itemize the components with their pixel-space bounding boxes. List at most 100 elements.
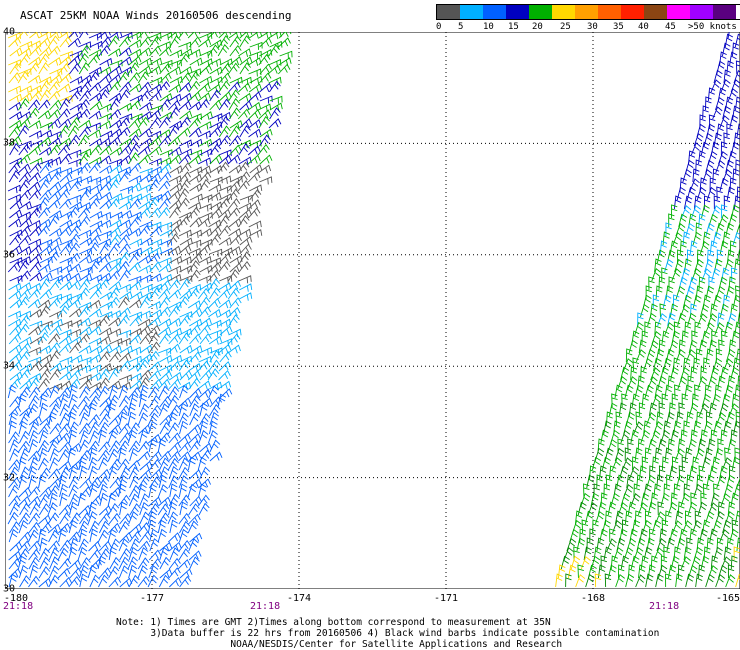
wind-barb: [59, 243, 72, 255]
wind-barb: [178, 229, 192, 238]
legend-label: 15: [508, 22, 519, 32]
wind-barb: [159, 98, 172, 111]
wind-barb: [89, 100, 103, 111]
wind-barb: [89, 288, 102, 300]
wind-barb: [37, 439, 49, 453]
wind-barb: [128, 564, 138, 579]
wind-barb: [68, 90, 81, 102]
wind-barb: [626, 411, 635, 426]
wind-barb: [716, 412, 727, 426]
wind-barb: [691, 204, 701, 219]
wind-barb: [604, 510, 613, 525]
wind-barb: [227, 154, 241, 165]
wind-barb: [209, 207, 223, 219]
wind-barb: [167, 394, 180, 408]
wind-barb: [701, 330, 711, 345]
wind-barb: [59, 153, 72, 165]
wind-barb: [729, 240, 737, 255]
wind-barb: [88, 353, 102, 363]
wind-barb: [257, 143, 270, 156]
wind-barb: [19, 503, 31, 516]
wind-barb: [713, 195, 721, 210]
wind-barb: [78, 395, 90, 408]
wind-barb: [58, 371, 72, 381]
wind-barb: [188, 206, 201, 219]
wind-barb: [723, 420, 732, 435]
wind-barb: [696, 186, 707, 201]
wind-barb: [659, 528, 667, 543]
wind-barb: [47, 502, 58, 516]
wind-barb: [714, 510, 725, 525]
wind-barb: [623, 358, 634, 372]
wind-barb: [683, 195, 693, 210]
wind-barb: [139, 511, 151, 525]
wind-barb: [8, 459, 21, 471]
wind-barb: [278, 32, 292, 39]
wind-barb: [641, 456, 649, 471]
wind-barb: [158, 496, 171, 507]
wind-barb: [199, 111, 213, 120]
wind-barb: [600, 492, 608, 507]
legend-color-bar: [436, 4, 740, 20]
wind-barb: [208, 420, 218, 435]
wind-barb: [610, 429, 620, 444]
wind-barb: [59, 539, 72, 552]
wind-barb: [158, 296, 171, 309]
wind-barb: [665, 348, 675, 363]
wind-barb: [663, 546, 670, 561]
wind-barb: [99, 57, 113, 67]
wind-barb: [621, 393, 628, 408]
wind-barb: [157, 81, 171, 93]
wind-barb: [218, 208, 231, 219]
wind-barb: [218, 154, 232, 165]
wind-barb: [88, 66, 103, 76]
wind-barb: [680, 304, 690, 318]
wind-barb: [99, 145, 113, 156]
wind-barb: [188, 538, 199, 552]
wind-barb: [47, 244, 61, 255]
wind-barb: [47, 90, 61, 102]
wind-barb: [684, 321, 692, 336]
wind-barb: [620, 492, 631, 507]
wind-barb: [67, 447, 77, 462]
wind-barb: [227, 207, 241, 219]
wind-barb: [108, 108, 122, 120]
wind-barb: [228, 218, 242, 228]
wind-barb: [108, 296, 120, 309]
wind-barb: [707, 502, 719, 516]
wind-barb: [97, 278, 110, 291]
wind-barb: [137, 145, 151, 156]
wind-barb: [27, 450, 41, 462]
wind-barb: [8, 344, 22, 354]
wind-barb: [728, 276, 736, 291]
wind-barb: [78, 272, 93, 282]
wind-barb: [627, 438, 634, 453]
wind-barb: [158, 574, 170, 588]
wind-barb: [49, 32, 63, 39]
wind-barb: [693, 195, 702, 210]
wind-barb: [705, 96, 712, 111]
wind-barb: [218, 80, 231, 93]
wind-barb: [237, 180, 250, 192]
wind-barb: [730, 79, 740, 93]
wind-barb: [38, 62, 50, 75]
wind-barb: [29, 456, 39, 471]
wind-barb: [259, 37, 272, 48]
wind-barb: [614, 510, 624, 525]
wind-barb: [268, 44, 280, 57]
wind-barb: [138, 110, 152, 120]
wind-barb: [656, 411, 664, 426]
wind-barb: [8, 37, 22, 48]
wind-barb: [158, 180, 171, 192]
wind-barb: [138, 192, 152, 202]
wind-barb: [730, 492, 739, 507]
wind-barb: [69, 567, 82, 579]
wind-barb: [693, 132, 704, 147]
wind-barb: [642, 294, 652, 309]
wind-barb: [139, 296, 151, 309]
wind-barb: [118, 154, 132, 165]
wind-barb: [108, 317, 122, 327]
wind-barb: [197, 360, 211, 372]
wind-barb: [590, 555, 601, 570]
wind-barb: [728, 339, 737, 354]
